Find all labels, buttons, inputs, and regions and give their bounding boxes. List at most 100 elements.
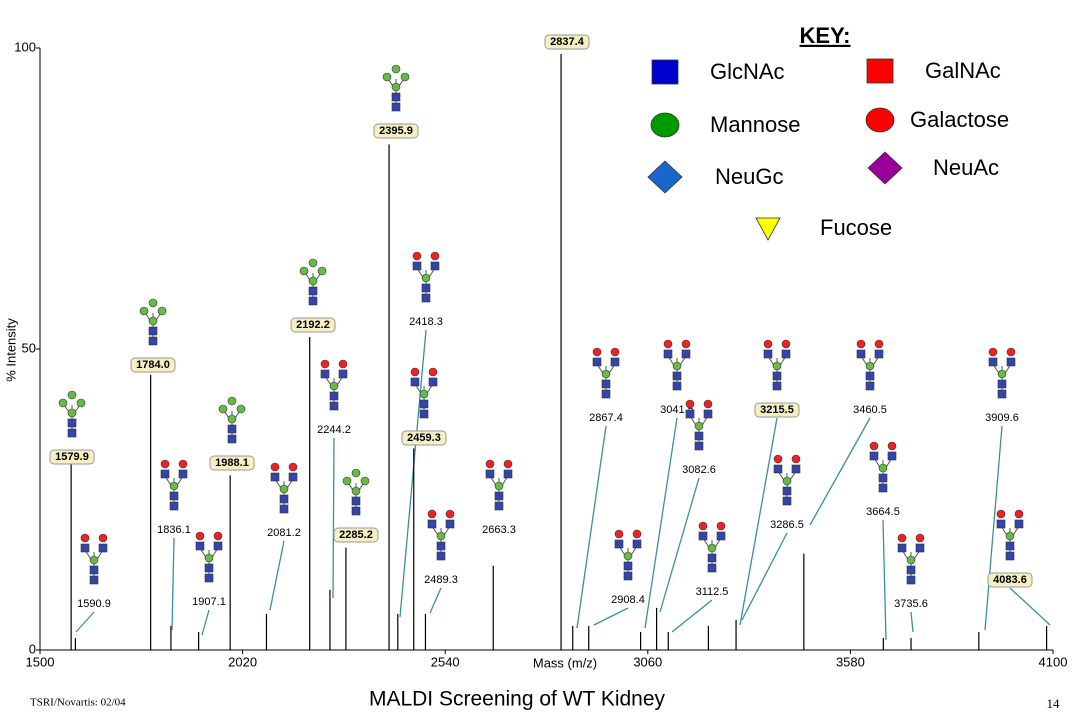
peak-label: 1579.9 — [55, 451, 89, 463]
peak-label: 2285.2 — [339, 529, 373, 541]
label-arrow — [429, 587, 442, 614]
label-box — [209, 455, 255, 471]
glycan-icon — [614, 529, 642, 581]
label-box — [49, 449, 95, 465]
key-swatch — [865, 107, 895, 133]
key-swatch — [650, 112, 680, 138]
peak-label: 3735.6 — [894, 598, 928, 610]
key-swatch — [866, 58, 894, 84]
glycan-icon — [195, 531, 223, 583]
peak-label: 2908.4 — [611, 594, 645, 606]
y-tick-label: 100 — [14, 39, 36, 54]
x-tick-label: 3060 — [633, 654, 662, 669]
x-axis-label: Mass (m/z) — [533, 655, 597, 670]
footer: TSRI/Novartis: 02/04 — [30, 697, 126, 709]
peak-label: 4083.6 — [993, 574, 1027, 586]
label-arrow — [576, 425, 607, 629]
key-swatch — [651, 59, 679, 85]
x-tick-label: 4100 — [1039, 654, 1068, 669]
peak-label: 3041.5 — [660, 404, 694, 416]
x-tick-label: 2020 — [228, 654, 257, 669]
peak-label: 1590.9 — [77, 598, 111, 610]
glycan-icon — [988, 347, 1016, 399]
label-arrow — [882, 519, 887, 641]
glycan-icon — [160, 459, 188, 511]
page-number: 14 — [1047, 696, 1061, 711]
peak-label: 1784.0 — [136, 359, 170, 371]
peak-label: 3664.5 — [866, 506, 900, 518]
label-arrow — [171, 537, 175, 631]
y-tick-label: 0 — [29, 641, 36, 656]
peak-label: 1907.1 — [192, 596, 226, 608]
key-swatch — [755, 217, 781, 241]
glycan-icon — [685, 399, 713, 451]
peak-label: 1988.1 — [215, 457, 249, 469]
glycan-icon — [412, 251, 440, 303]
y-tick-label: 50 — [22, 340, 36, 355]
key-label: GlcNAc — [710, 59, 785, 84]
peak-label: 3286.5 — [770, 519, 804, 531]
label-arrow — [332, 437, 335, 599]
peak-label: 3112.5 — [696, 586, 729, 598]
label-arrow — [671, 599, 713, 633]
label-arrow — [809, 417, 871, 526]
key-label: Mannose — [710, 112, 801, 137]
x-tick-label: 1500 — [26, 654, 55, 669]
peak-label: 2081.2 — [267, 527, 301, 539]
glycan-icon — [869, 441, 897, 493]
glycan-icon — [139, 298, 167, 346]
label-arrow — [201, 609, 210, 636]
label-arrow — [741, 532, 788, 621]
label-box — [401, 430, 447, 446]
label-box — [544, 34, 590, 50]
glycan-icon — [427, 509, 455, 561]
label-arrow — [659, 477, 700, 613]
glycan-icon — [320, 359, 348, 411]
peak-label: 2395.9 — [379, 125, 413, 137]
label-arrow — [739, 417, 778, 626]
glycan-icon — [58, 390, 86, 438]
peak-label: 1836.1 — [157, 524, 191, 536]
glycan-icon — [698, 521, 726, 573]
label-arrow — [910, 611, 914, 633]
peak-label: 2663.3 — [482, 524, 516, 536]
glycan-icon — [218, 396, 246, 444]
glycan-icon — [270, 462, 298, 514]
peak-label: 2244.2 — [317, 424, 351, 436]
label-box — [987, 572, 1033, 588]
label-arrow — [269, 540, 285, 611]
key-swatch — [647, 160, 683, 194]
peak-label: 2867.4 — [589, 412, 623, 424]
peak-label: 2489.3 — [424, 574, 458, 586]
key-swatch — [867, 151, 903, 185]
peak-label: 2192.2 — [296, 319, 330, 331]
key-label: Fucose — [820, 215, 892, 240]
label-arrow — [984, 425, 1003, 631]
peak-label: 3215.5 — [760, 404, 794, 416]
glycan-icon — [382, 64, 410, 112]
glycan-icon — [485, 459, 513, 511]
label-box — [754, 402, 800, 418]
glycan-icon — [299, 258, 327, 306]
label-arrow — [644, 417, 678, 629]
key-label: Galactose — [910, 107, 1009, 132]
y-axis-label: % Intensity — [3, 318, 18, 382]
peak-label: 2418.3 — [409, 316, 443, 328]
key-label: NeuGc — [715, 164, 783, 189]
x-tick-label: 3580 — [836, 654, 865, 669]
peak-label: 3909.6 — [985, 412, 1019, 424]
key-label: GalNAc — [925, 58, 1001, 83]
glycan-icon — [592, 347, 620, 399]
glycan-icon — [763, 339, 791, 391]
label-arrow — [1009, 587, 1051, 626]
glycan-icon — [663, 339, 691, 391]
label-box — [333, 527, 379, 543]
glycan-icon — [80, 533, 108, 585]
key-label: NeuAc — [933, 155, 999, 180]
peak-label: 2837.4 — [550, 36, 585, 48]
label-arrow — [593, 607, 629, 626]
glycan-icon — [996, 509, 1024, 561]
glycan-icon — [342, 468, 370, 516]
label-box — [130, 357, 176, 373]
